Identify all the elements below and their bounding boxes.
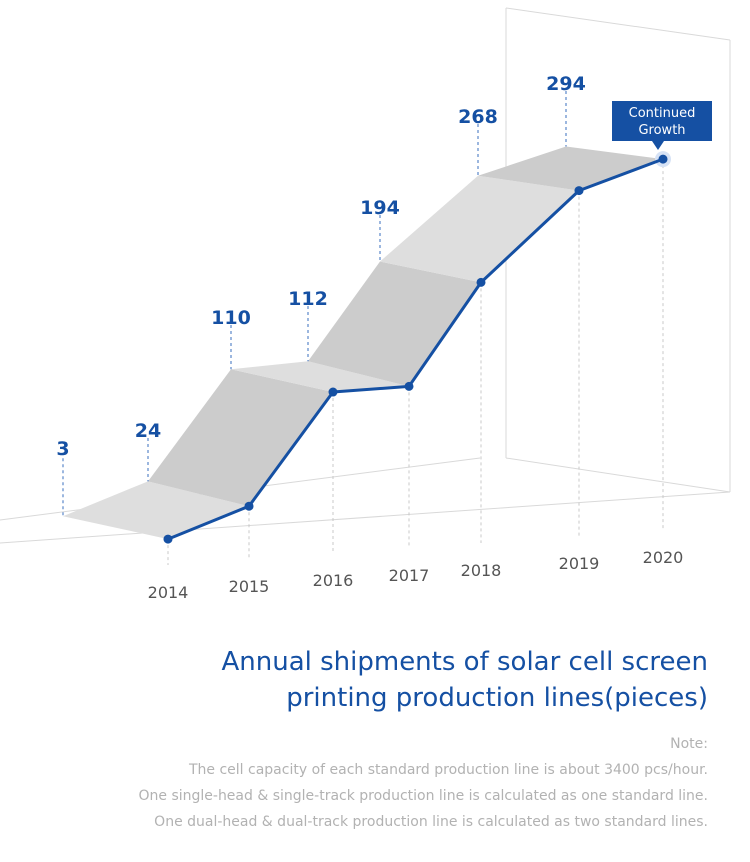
step-face-2017-2018 <box>308 261 481 387</box>
data-point-2019 <box>574 186 584 196</box>
data-point-2014 <box>163 534 173 544</box>
value-label-2020: 294 <box>546 73 586 95</box>
chart-title: Annual shipments of solar cell screen pr… <box>108 644 708 716</box>
data-point-2016 <box>328 387 338 397</box>
value-label-2016: 110 <box>211 307 251 329</box>
callout: Continued Growth <box>612 101 712 150</box>
chart-title-line1: Annual shipments of solar cell screen <box>221 647 708 677</box>
step-face-2016-2017 <box>231 361 409 393</box>
value-label-2019: 268 <box>458 106 498 128</box>
year-label-2018: 2018 <box>461 561 502 580</box>
note-line-2: One single-head & single-track productio… <box>138 788 708 804</box>
value-label-2014: 3 <box>56 438 69 460</box>
back-wall-bottom-edge <box>505 457 731 493</box>
data-point-2015 <box>244 501 254 511</box>
value-label-2018: 194 <box>360 197 400 219</box>
year-label-2016: 2016 <box>313 571 354 590</box>
data-point-2018 <box>476 277 486 287</box>
year-label-2017: 2017 <box>389 566 430 585</box>
callout-label-line2: Growth <box>638 123 685 138</box>
callout-box <box>612 101 712 141</box>
year-label-2020: 2020 <box>643 548 684 567</box>
step-face-2015-2016 <box>148 369 333 507</box>
note-label: Note: <box>670 736 708 752</box>
year-label-2015: 2015 <box>229 577 270 596</box>
value-labels: 3 24 110 112 194 268 294 <box>56 73 585 460</box>
notes: Note: The cell capacity of each standard… <box>68 731 708 835</box>
data-point-2020 <box>658 154 668 164</box>
year-label-2014: 2014 <box>148 583 189 602</box>
year-label-2019: 2019 <box>559 554 600 573</box>
callout-pointer <box>652 141 664 150</box>
note-line-3: One dual-head & dual-track production li… <box>154 814 708 830</box>
callout-label-line1: Continued <box>629 106 696 121</box>
chart-frame <box>0 7 731 544</box>
series-line <box>163 151 671 544</box>
drop-lines <box>62 91 664 565</box>
chart-title-line2: printing production lines(pieces) <box>286 683 708 713</box>
step-face-2018-2019 <box>380 175 579 283</box>
note-line-1: The cell capacity of each standard produ… <box>188 762 708 778</box>
value-label-2017: 112 <box>288 288 328 310</box>
value-label-2015: 24 <box>135 420 161 442</box>
front-floor-line <box>0 491 731 544</box>
data-point-2017 <box>404 381 414 391</box>
back-wall-top-edge <box>505 7 731 41</box>
year-labels: 2014 2015 2016 2017 2018 2019 2020 <box>148 548 684 602</box>
step-face-2019-2020 <box>478 146 663 191</box>
